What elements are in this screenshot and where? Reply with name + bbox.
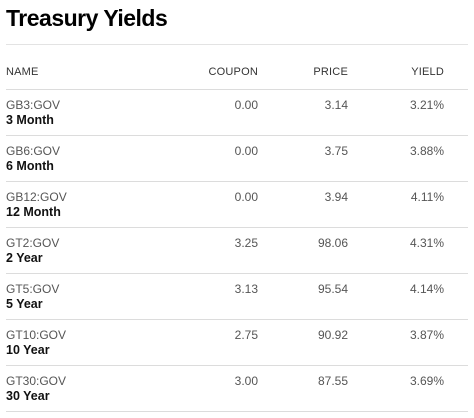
row-label[interactable]: 10 Year — [6, 343, 50, 357]
row-yield: 3.69% — [409, 374, 444, 388]
yields-table-body: GB3:GOV 3 Month 0.00 3.14 3.21% GB6:GOV … — [6, 89, 468, 412]
row-yield: 3.87% — [409, 328, 444, 342]
row-coupon: 0.00 — [234, 190, 258, 204]
row-yield: 4.11% — [410, 190, 444, 204]
row-yield: 3.88% — [409, 144, 444, 158]
column-header-coupon: COUPON — [208, 66, 258, 78]
row-label[interactable]: 12 Month — [6, 205, 61, 219]
column-header-price: PRICE — [313, 66, 348, 78]
row-price: 90.92 — [317, 328, 348, 342]
row-ticker[interactable]: GB12:GOV — [6, 190, 67, 204]
table-header: NAME COUPON PRICE YIELD — [6, 66, 468, 80]
table-row[interactable]: GT2:GOV 2 Year 3.25 98.06 4.31% — [6, 227, 468, 273]
table-row[interactable]: GB12:GOV 12 Month 0.00 3.94 4.11% — [6, 181, 468, 227]
widget-title: Treasury Yields — [6, 5, 168, 31]
row-ticker[interactable]: GB3:GOV — [6, 98, 61, 112]
row-price: 3.14 — [324, 98, 348, 112]
row-coupon: 0.00 — [234, 98, 258, 112]
row-price: 3.75 — [324, 144, 348, 158]
row-price: 98.06 — [317, 236, 348, 250]
table-row[interactable]: GT10:GOV 10 Year 2.75 90.92 3.87% — [6, 319, 468, 365]
row-ticker[interactable]: GT30:GOV — [6, 374, 67, 388]
row-label[interactable]: 6 Month — [6, 159, 54, 173]
row-coupon: 3.13 — [234, 282, 258, 296]
column-header-yield: YIELD — [411, 66, 444, 78]
row-label[interactable]: 5 Year — [6, 297, 43, 311]
table-row[interactable]: GT5:GOV 5 Year 3.13 95.54 4.14% — [6, 273, 468, 319]
title-divider — [6, 44, 468, 45]
row-coupon: 3.25 — [234, 236, 258, 250]
row-yield: 3.21% — [409, 98, 444, 112]
row-price: 95.54 — [317, 282, 348, 296]
row-price: 3.94 — [324, 190, 348, 204]
table-row[interactable]: GB3:GOV 3 Month 0.00 3.14 3.21% — [6, 89, 468, 135]
table-row[interactable]: GT30:GOV 30 Year 3.00 87.55 3.69% — [6, 365, 468, 412]
row-coupon: 3.00 — [234, 374, 258, 388]
row-yield: 4.31% — [409, 236, 444, 250]
row-ticker[interactable]: GB6:GOV — [6, 144, 61, 158]
row-ticker[interactable]: GT10:GOV — [6, 328, 67, 342]
row-label[interactable]: 3 Month — [6, 113, 54, 127]
column-header-name: NAME — [6, 66, 39, 78]
row-coupon: 2.75 — [234, 328, 258, 342]
row-ticker[interactable]: GT2:GOV — [6, 236, 60, 250]
row-coupon: 0.00 — [234, 144, 258, 158]
row-label[interactable]: 30 Year — [6, 389, 50, 403]
row-price: 87.55 — [317, 374, 348, 388]
table-row[interactable]: GB6:GOV 6 Month 0.00 3.75 3.88% — [6, 135, 468, 181]
row-label[interactable]: 2 Year — [6, 251, 43, 265]
row-ticker[interactable]: GT5:GOV — [6, 282, 60, 296]
row-yield: 4.14% — [409, 282, 444, 296]
